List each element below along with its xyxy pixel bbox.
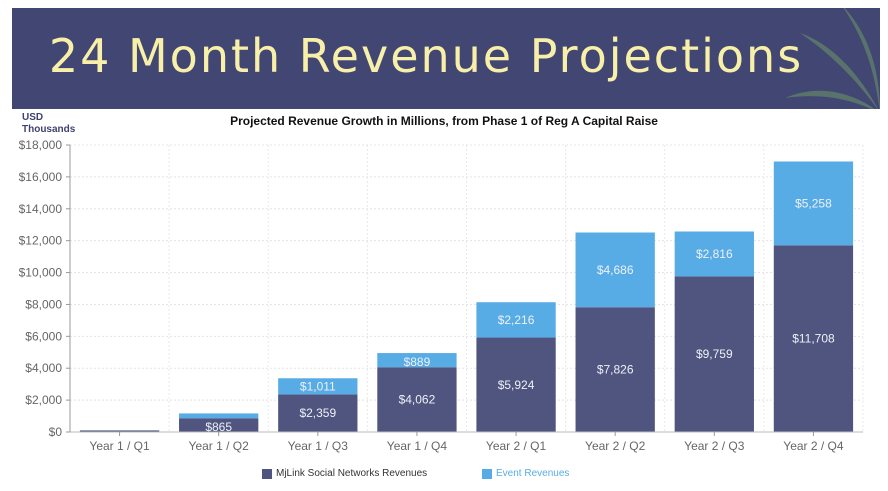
bars: $865 $2,359 $1,011 $4,062 $889 $5,924 $2,216 $7… [79, 161, 854, 434]
bar-data-label: $865 [205, 420, 232, 434]
bar-data-label: $1,011 [300, 379, 336, 393]
bar-data-label: $4,686 [597, 263, 634, 277]
bar-data-label: $2,359 [299, 406, 336, 420]
header-banner: 24 Month Revenue Projections [12, 8, 880, 109]
bar-data-label: $5,258 [795, 196, 832, 210]
y-axis: $0 $2,000 $4,000 $6,000 $8,000 $10,000 $12,000… [19, 138, 71, 439]
bar-mjlink [773, 245, 854, 432]
x-tick-label: Year 1 / Q1 [89, 439, 150, 453]
bar-mjlink [179, 418, 259, 432]
y-axis-unit-label: USD Thousands [22, 112, 75, 136]
bar-event [377, 353, 457, 368]
y-tick-label: $18,000 [19, 138, 63, 152]
cannabis-leaf-icon [785, 8, 880, 109]
bar-event [278, 378, 358, 395]
y-tick-label: $4,000 [25, 361, 62, 375]
x-tick-label: Year 1 / Q2 [189, 439, 250, 453]
banner-title: 24 Month Revenue Projections [48, 29, 804, 83]
bar-mjlink [278, 394, 358, 432]
legend-swatch-event [482, 468, 492, 479]
x-tick-label: Year 2 / Q4 [783, 439, 844, 453]
unit-line-2: Thousands [22, 124, 76, 135]
x-tick-label: Year 1 / Q4 [387, 439, 448, 453]
bar-data-label: $889 [404, 355, 431, 369]
x-axis: Year 1 / Q1 Year 1 / Q2 Year 1 / Q3 Year 1 … [70, 431, 863, 453]
x-tick-label: Year 2 / Q3 [684, 439, 745, 453]
bar-data-label: $5,924 [498, 378, 535, 392]
bar-mjlink [674, 276, 754, 432]
bar-mjlink [476, 337, 556, 432]
bar-data-label: $2,816 [696, 247, 733, 261]
x-tick-label: Year 2 / Q1 [486, 439, 547, 453]
y-tick-label: $6,000 [25, 329, 62, 343]
y-tick-label: $8,000 [25, 297, 62, 311]
bar-data-label: $2,216 [498, 313, 535, 327]
legend-item-event[interactable]: Event Revenues [482, 468, 569, 479]
y-tick-label: $2,000 [25, 393, 62, 407]
chart-title: Projected Revenue Growth in Millions, fr… [230, 114, 658, 128]
bar-event [575, 232, 655, 308]
unit-line-1: USD [22, 112, 44, 123]
y-tick-label: $12,000 [19, 234, 63, 248]
y-tick-label: $0 [49, 425, 63, 439]
y-tick-label: $14,000 [19, 202, 63, 216]
bar-mjlink [377, 367, 457, 432]
bar-mjlink [575, 307, 655, 432]
y-tick-label: $16,000 [19, 170, 63, 184]
bar-event [773, 161, 854, 246]
legend-label-mjlink: MjLink Social Networks Revenues [276, 468, 428, 479]
bar-data-label: $7,826 [597, 363, 634, 377]
y-tick-label: $10,000 [19, 266, 63, 280]
legend-label-event: Event Revenues [496, 468, 570, 479]
x-tick-label: Year 1 / Q3 [288, 439, 349, 453]
bar-event [476, 302, 556, 338]
bar-data-label: $4,062 [399, 393, 436, 407]
bar-event [674, 231, 754, 277]
bar-mjlink [79, 430, 160, 432]
legend-item-mjlink[interactable]: MjLink Social Networks Revenues [262, 468, 427, 479]
bar-event [179, 413, 259, 419]
bar-data-label: $11,708 [792, 332, 835, 346]
legend-swatch-mjlink [262, 468, 272, 479]
x-tick-label: Year 2 / Q2 [585, 439, 646, 453]
bar-data-label: $9,759 [696, 347, 733, 361]
